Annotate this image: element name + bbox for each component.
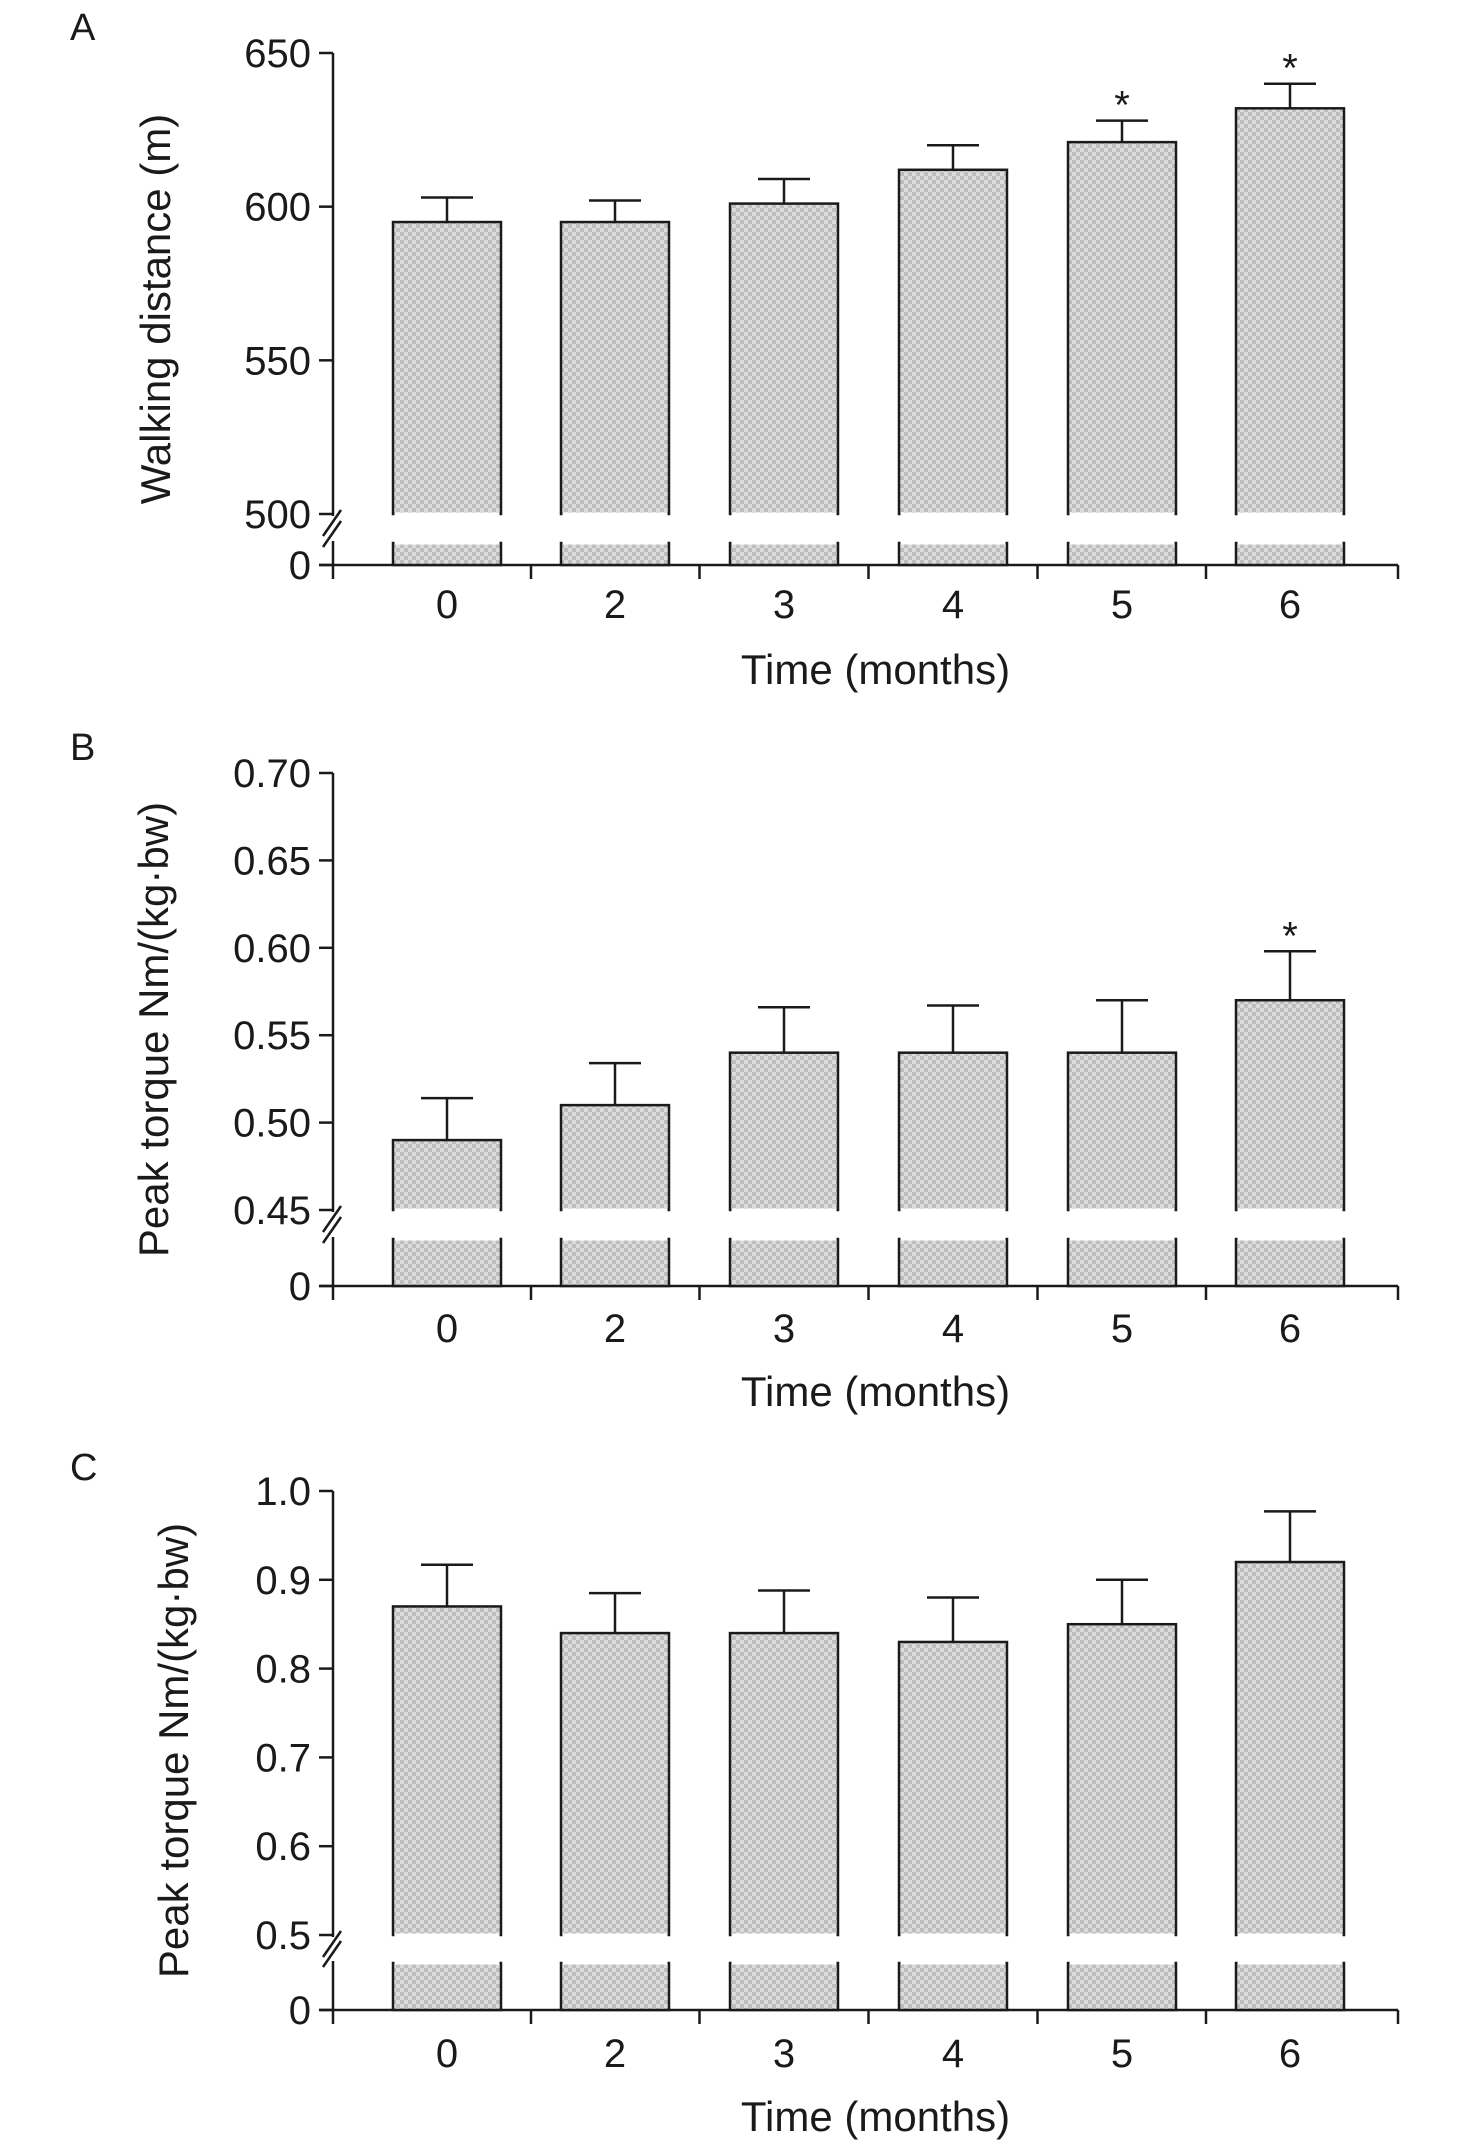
y-tick-label: 0.9 bbox=[255, 1559, 311, 1603]
x-tick-label: 5 bbox=[1111, 1307, 1133, 1351]
y-tick-label: 0.55 bbox=[233, 1014, 311, 1058]
bar bbox=[1234, 1560, 1346, 1937]
y-axis-title: Walking distance (m) bbox=[132, 114, 179, 505]
x-axis-title: Time (months) bbox=[741, 1368, 1010, 1415]
bar bbox=[1234, 107, 1346, 516]
y-tick-label: 600 bbox=[244, 186, 311, 230]
x-tick-label: 4 bbox=[942, 2032, 964, 2076]
y-tick-label: 0.8 bbox=[255, 1648, 311, 1692]
x-tick-label: 3 bbox=[773, 583, 795, 627]
x-tick-label: 2 bbox=[604, 1307, 626, 1351]
panel-label: A bbox=[70, 7, 96, 49]
x-axis-title: Time (months) bbox=[741, 646, 1010, 693]
x-tick-label: 3 bbox=[773, 2032, 795, 2076]
axis-break-mark bbox=[321, 1216, 343, 1244]
bar-base bbox=[391, 541, 503, 567]
bar bbox=[1066, 1051, 1178, 1212]
bar bbox=[728, 1631, 840, 1937]
axis-break-mark bbox=[321, 1205, 343, 1233]
bar bbox=[897, 1051, 1009, 1212]
bar-base bbox=[1234, 541, 1346, 567]
panel-c: C 0 0.5 0.6 0.7 0.8 0.9 1.0 Peak torque Nm/(kg·b… bbox=[70, 1447, 1400, 2140]
bar bbox=[559, 1103, 671, 1212]
bar-base bbox=[1066, 1237, 1178, 1288]
panel-label: B bbox=[70, 727, 95, 769]
bar bbox=[559, 1631, 671, 1937]
panel-b: B 0 0.45 0.50 0.55 0.60 0.65 0.70 Peak torque Nm… bbox=[70, 727, 1400, 1415]
bar-base bbox=[559, 541, 671, 567]
axis-break-mark bbox=[321, 520, 343, 548]
x-tick-label: 4 bbox=[942, 583, 964, 627]
x-tick-label: 0 bbox=[436, 1307, 458, 1351]
bar bbox=[391, 1138, 503, 1212]
bar-base bbox=[559, 1961, 671, 2012]
y-tick-label: 550 bbox=[244, 339, 311, 383]
bar bbox=[391, 220, 503, 516]
bar-base bbox=[1066, 541, 1178, 567]
bar-base bbox=[728, 1237, 840, 1288]
bar-base bbox=[1234, 1961, 1346, 2012]
x-tick-label: 2 bbox=[604, 2032, 626, 2076]
bar bbox=[1066, 140, 1178, 516]
y-tick-label: 0.7 bbox=[255, 1736, 311, 1780]
significance-marker: * bbox=[1282, 914, 1298, 958]
y-tick-label: 0.5 bbox=[255, 1914, 311, 1958]
x-tick-label: 6 bbox=[1279, 2032, 1301, 2076]
y-tick-label: 650 bbox=[244, 32, 311, 76]
bar bbox=[728, 202, 840, 516]
bar-base bbox=[1234, 1237, 1346, 1288]
bar-base bbox=[897, 1961, 1009, 2012]
panel-a: A 0 500 550 600 650 Walking distance (m) 0 2 3 4 * 5… bbox=[70, 7, 1400, 693]
bar-base bbox=[559, 1237, 671, 1288]
bar bbox=[1066, 1622, 1178, 1937]
y-tick-label: 0.45 bbox=[233, 1189, 311, 1233]
y-axis-title: Peak torque Nm/(kg·bw) bbox=[130, 802, 177, 1257]
bar-base bbox=[728, 1961, 840, 2012]
bar-base bbox=[728, 541, 840, 567]
x-tick-label: 3 bbox=[773, 1307, 795, 1351]
y-tick-label: 0.60 bbox=[233, 927, 311, 971]
panel-label: C bbox=[70, 1447, 97, 1489]
y-tick-label: 1.0 bbox=[255, 1470, 311, 1514]
x-tick-label: 0 bbox=[436, 2032, 458, 2076]
y-tick-label: 500 bbox=[244, 493, 311, 537]
x-tick-label: 2 bbox=[604, 583, 626, 627]
significance-marker: * bbox=[1114, 84, 1130, 128]
bar-base bbox=[391, 1961, 503, 2012]
x-tick-label: 5 bbox=[1111, 2032, 1133, 2076]
y-tick-label: 0.70 bbox=[233, 752, 311, 796]
axis-break-mark bbox=[321, 1940, 343, 1968]
bar-base bbox=[391, 1237, 503, 1288]
bar bbox=[391, 1605, 503, 1937]
y-axis-title: Peak torque Nm/(kg·bw) bbox=[150, 1523, 197, 1978]
y-tick-label: 0 bbox=[289, 544, 311, 588]
x-axis-title: Time (months) bbox=[741, 2093, 1010, 2140]
bar-base bbox=[897, 1237, 1009, 1288]
axis-break-mark bbox=[321, 509, 343, 537]
y-tick-label: 0.65 bbox=[233, 839, 311, 883]
axis-break-mark bbox=[321, 1930, 343, 1958]
bar-base bbox=[897, 541, 1009, 567]
x-tick-label: 6 bbox=[1279, 1307, 1301, 1351]
x-tick-label: 0 bbox=[436, 583, 458, 627]
y-tick-label: 0 bbox=[289, 1989, 311, 2033]
significance-marker: * bbox=[1282, 47, 1298, 91]
y-tick-label: 0.50 bbox=[233, 1102, 311, 1146]
x-tick-label: 5 bbox=[1111, 583, 1133, 627]
y-tick-label: 0.6 bbox=[255, 1825, 311, 1869]
bar bbox=[897, 168, 1009, 516]
bar bbox=[897, 1640, 1009, 1937]
y-tick-label: 0 bbox=[289, 1265, 311, 1309]
bar bbox=[559, 220, 671, 516]
x-tick-label: 6 bbox=[1279, 583, 1301, 627]
bar-base bbox=[1066, 1961, 1178, 2012]
bar bbox=[1234, 998, 1346, 1212]
bar bbox=[728, 1051, 840, 1212]
x-tick-label: 4 bbox=[942, 1307, 964, 1351]
